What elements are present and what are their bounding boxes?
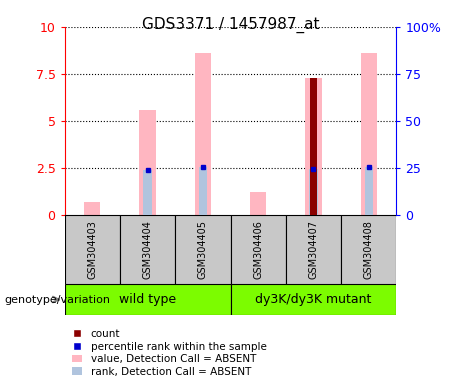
Text: dy3K/dy3K mutant: dy3K/dy3K mutant [255,293,372,306]
Bar [195,53,211,215]
Bar [286,215,341,284]
Bar [309,169,318,215]
Bar [120,215,175,284]
Bar [65,284,230,315]
Text: GSM304406: GSM304406 [253,220,263,279]
Bar [175,215,230,284]
Text: GSM304405: GSM304405 [198,220,208,279]
Bar [305,78,322,215]
Text: wild type: wild type [119,293,176,306]
Bar [230,215,286,284]
Bar [341,215,396,284]
Bar [365,167,373,215]
Text: genotype/variation: genotype/variation [5,295,111,305]
Legend: count, percentile rank within the sample, value, Detection Call = ABSENT, rank, : count, percentile rank within the sample… [70,327,269,379]
Text: GSM304403: GSM304403 [87,220,97,279]
Text: GSM304408: GSM304408 [364,220,374,279]
Text: GDS3371 / 1457987_at: GDS3371 / 1457987_at [142,17,319,33]
Bar [310,78,317,215]
Bar [199,167,207,215]
Bar [250,192,266,215]
Bar [139,110,156,215]
Bar [230,284,396,315]
Text: GSM304407: GSM304407 [308,220,319,279]
Bar [143,170,152,215]
Text: GSM304404: GSM304404 [142,220,153,279]
Bar [65,215,120,284]
Bar [84,202,100,215]
Bar [361,53,377,215]
